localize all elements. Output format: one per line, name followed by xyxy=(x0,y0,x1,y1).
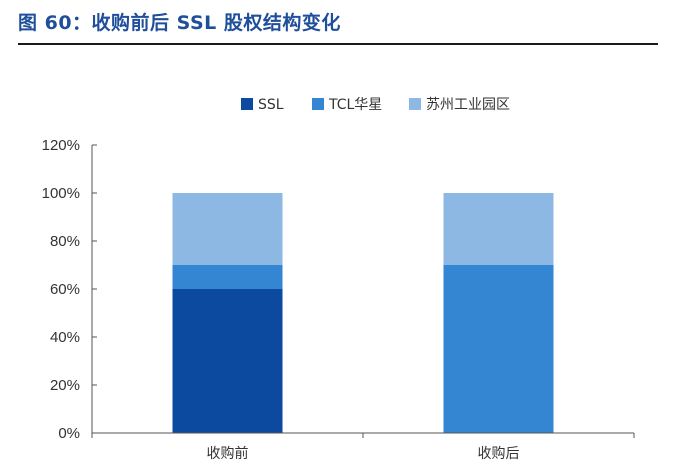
legend-label-3: 苏州工业园区 xyxy=(426,97,510,113)
bar-segment-3 xyxy=(443,193,554,265)
y-tick-label: 60% xyxy=(50,281,80,298)
legend-swatch-2 xyxy=(312,98,324,110)
y-tick-label: 120% xyxy=(42,137,80,154)
y-tick-label: 40% xyxy=(50,329,80,346)
y-tick-label: 0% xyxy=(58,425,80,442)
bar-segment-3 xyxy=(172,193,283,265)
legend-label-1: SSL xyxy=(258,97,284,113)
legend-swatch-1 xyxy=(241,98,253,110)
title-rule xyxy=(18,43,658,45)
figure-title: 图 60：收购前后 SSL 股权结构变化 xyxy=(18,12,341,34)
y-tick-label: 100% xyxy=(42,185,80,202)
bar-segment-2 xyxy=(172,265,283,289)
legend-swatch-3 xyxy=(409,98,421,110)
bar-segment-1 xyxy=(172,289,283,433)
y-tick-label: 20% xyxy=(50,377,80,394)
bar-segment-2 xyxy=(443,265,554,433)
y-tick-label: 80% xyxy=(50,233,80,250)
bars-group xyxy=(172,193,554,433)
x-category-label: 收购前 xyxy=(207,445,249,462)
axes-group: 0% 20% 40% 60% 80% 100% 120% 收购前 收购后 xyxy=(42,137,635,462)
x-category-label: 收购后 xyxy=(478,446,520,462)
legend-label-2: TCL华星 xyxy=(328,97,382,113)
chart-legend: SSL TCL华星 苏州工业园区 xyxy=(241,97,510,113)
